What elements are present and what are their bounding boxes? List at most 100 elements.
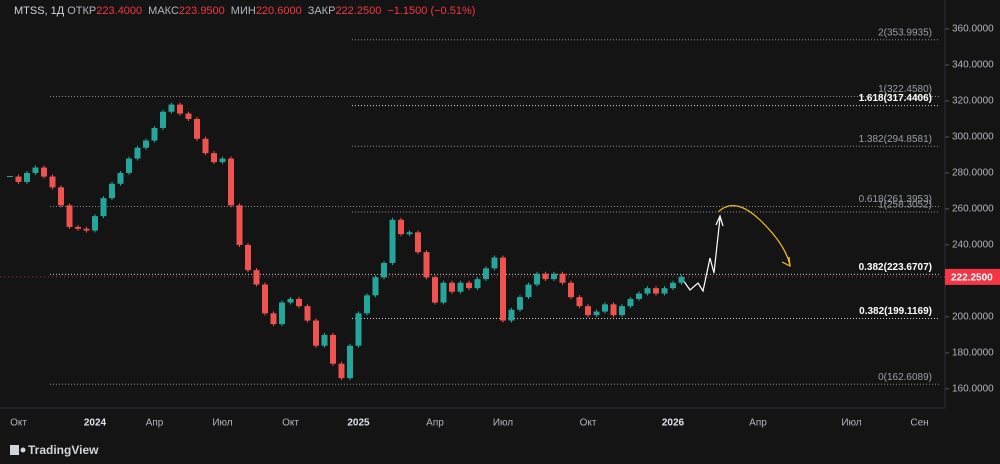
field-label: МИН [230, 5, 256, 17]
y-tick-label: 160.0000 [952, 384, 994, 395]
fib-label: 0.618(261.3953) [859, 194, 932, 205]
candle [355, 313, 362, 346]
candle [678, 276, 685, 283]
field-label: ОТКР [67, 5, 97, 17]
candle [423, 252, 430, 278]
candle [321, 334, 328, 346]
candle [627, 298, 634, 307]
change: −1.1500 (−0.51%) [387, 5, 476, 17]
candle [202, 138, 209, 154]
x-tick-label: Окт [10, 418, 27, 429]
logo-icon [10, 445, 19, 455]
candle [483, 268, 489, 280]
logo: TradingView [10, 443, 99, 457]
y-tick-label: 180.0000 [952, 348, 994, 359]
candle [126, 158, 132, 173]
candle [41, 167, 47, 177]
y-tick-label: 200.0000 [952, 312, 994, 323]
candle [58, 187, 64, 206]
candle [491, 257, 498, 269]
y-tick-label: 320.0000 [952, 96, 994, 107]
arrow-head [715, 214, 724, 227]
field-value: 223.4000 [96, 5, 143, 17]
candle [338, 363, 345, 379]
candle [279, 302, 285, 325]
candle [185, 113, 192, 119]
field-label: ЗАКР [307, 5, 336, 17]
candle [619, 306, 625, 316]
candle [177, 104, 183, 114]
fib-label: 0.382(223.6707) [859, 262, 932, 273]
last-price-box [945, 268, 1000, 285]
candle [262, 284, 268, 314]
candle [398, 219, 404, 235]
candle [381, 262, 387, 278]
candle [160, 111, 166, 128]
candle [313, 320, 319, 346]
y-tick-label: 280.0000 [952, 168, 994, 179]
fib-label: 0.382(199.1169) [859, 306, 932, 317]
fib-label: 0(162.6089) [878, 372, 932, 383]
candle [236, 205, 243, 245]
candle [432, 277, 438, 303]
candle [15, 176, 22, 182]
y-tick-label: 360.0000 [952, 24, 994, 35]
candle [661, 288, 668, 294]
candle [389, 219, 396, 263]
candle [585, 306, 591, 316]
y-tick-label: 340.0000 [952, 60, 994, 71]
brand: TradingView [28, 443, 99, 457]
x-tick-label: 2026 [662, 418, 685, 429]
candle [194, 118, 200, 139]
candle [576, 297, 583, 307]
candle [109, 183, 115, 199]
candle [7, 176, 13, 178]
candle [211, 153, 217, 163]
candle [593, 311, 600, 316]
y-tick-label: 240.0000 [952, 240, 994, 251]
candle [406, 232, 413, 235]
legend-header: MTSS, 1Д ОТКР223.4000 МАКС223.9500 МИН220.6… [14, 5, 481, 17]
candle [32, 167, 39, 173]
field-value: 223.9500 [178, 5, 225, 17]
candle [568, 282, 574, 298]
candle [287, 298, 294, 303]
fib-label: 1(258.3052) [878, 200, 932, 211]
logo-icon [20, 447, 26, 453]
candle [542, 273, 549, 280]
candle [253, 270, 260, 285]
candle [449, 282, 455, 292]
field-value: 222.2500 [335, 5, 382, 17]
candle [636, 293, 642, 299]
candle [75, 226, 81, 229]
candle [228, 158, 234, 206]
candle [143, 140, 149, 148]
candle [525, 284, 532, 298]
candle [100, 198, 107, 217]
fib-label: 1.382(294.8581) [859, 134, 932, 145]
candle [559, 273, 566, 283]
candle [49, 176, 56, 188]
x-tick-label: 2025 [347, 418, 370, 429]
x-tick-label: Июл [493, 418, 513, 429]
candle [92, 216, 98, 231]
candle [66, 205, 73, 227]
field-label: МАКС [148, 5, 179, 17]
candle [534, 273, 540, 285]
candle [644, 288, 651, 294]
candle [466, 282, 472, 289]
candle [83, 228, 90, 231]
candle [270, 313, 277, 325]
candle [134, 147, 141, 159]
arrow-head [781, 256, 791, 268]
candle [364, 295, 370, 314]
y-tick-label: 300.0000 [952, 132, 994, 143]
candle [245, 244, 251, 271]
fib-label: 1(322.4580) [878, 84, 932, 95]
candle [347, 345, 353, 379]
symbol: MTSS, 1Д [14, 5, 65, 17]
last-price-label: 222.2500 [951, 273, 993, 284]
candle [440, 282, 447, 303]
fib-label: 2(353.9935) [878, 27, 932, 38]
